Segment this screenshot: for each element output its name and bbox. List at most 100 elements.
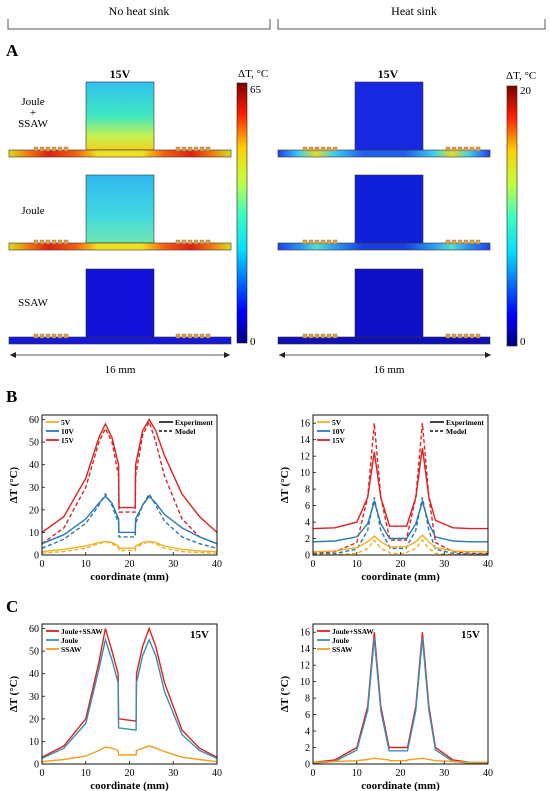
electrode-finger (475, 146, 481, 152)
x-tick-label: 0 (311, 559, 316, 570)
chart-annotation: 15V (461, 629, 480, 641)
sim-left-ssaw (8, 268, 232, 345)
chart-b-left: 0 10 20 30 40 0 10 20 30 40 50 60 coordinate (mm) ΔT … (8, 414, 222, 583)
series-line-5v-dashed (41, 540, 218, 554)
y-tick-label: 14 (300, 435, 310, 446)
scale-label-right: 16 mm (374, 364, 405, 376)
electrode-finger (326, 333, 332, 339)
series-line-10v-dashed (312, 497, 488, 555)
electrode-finger (457, 146, 463, 152)
colorbar-right (506, 85, 518, 347)
legend-label: SSAW (61, 645, 82, 654)
electrode-finger (45, 146, 51, 152)
x-axis-label: coordinate (mm) (361, 780, 440, 791)
electrode-finger (33, 333, 39, 339)
chart-c-left: 0 10 20 30 40 0 10 20 30 40 50 60 coordinate (mm) ΔT … (8, 623, 222, 791)
y-tick-label: 60 (29, 415, 39, 426)
electrode-finger (45, 239, 51, 245)
electrode-finger (445, 146, 451, 152)
series-line-15v-dashed (41, 419, 218, 545)
y-tick-label: 4 (305, 727, 310, 738)
legend-label: SSAW (332, 645, 353, 654)
y-tick-label: 50 (29, 438, 39, 449)
x-tick-label: 20 (125, 559, 135, 570)
legend-label: 10V (332, 427, 346, 436)
electrode-finger (457, 239, 463, 245)
electrode-finger (332, 146, 338, 152)
series-line-ssaw-solid (41, 745, 218, 763)
electrode-finger (175, 333, 181, 339)
series-line-10v-dashed (41, 492, 218, 549)
legend-label: 5V (332, 418, 342, 427)
legend-style-label: Experiment (175, 418, 213, 427)
electrode-finger (205, 146, 211, 152)
sim-left-joule-ssaw (8, 81, 232, 158)
electrode-finger (181, 146, 187, 152)
chart-annotation: 15V (190, 629, 209, 641)
y-tick-label: 10 (29, 737, 39, 748)
y-axis-label: ΔT (°C) (8, 675, 20, 712)
colorbar-right-unit: ΔT, °C (506, 70, 536, 82)
electrode-finger (314, 146, 320, 152)
electrode-finger (63, 333, 69, 339)
electrode-finger (308, 239, 314, 245)
electrode-finger (326, 146, 332, 152)
series-line-15v-dashed (312, 423, 488, 555)
bracket-left (7, 19, 271, 30)
electrode-finger (39, 333, 45, 339)
scale-bar-right (279, 352, 491, 358)
electrode-finger (445, 333, 451, 339)
y-tick-label: 0 (34, 760, 39, 771)
scale-label-left: 16 mm (105, 364, 136, 376)
electrode-finger (57, 146, 63, 152)
electrode-finger (451, 146, 457, 152)
legend-label: 15V (332, 436, 346, 445)
series-line-ssaw-solid (312, 757, 488, 764)
y-tick-label: 14 (300, 644, 310, 655)
y-tick-label: 40 (29, 460, 39, 471)
y-tick-label: 16 (300, 419, 310, 430)
electrode-finger (451, 239, 457, 245)
electrode-finger (469, 333, 475, 339)
legend-style-label: Model (175, 427, 195, 436)
x-tick-label: 10 (81, 559, 91, 570)
x-tick-label: 40 (483, 768, 493, 779)
electrode-finger (451, 333, 457, 339)
electrode-finger (187, 333, 193, 339)
x-tick-label: 40 (212, 768, 222, 779)
y-tick-label: 4 (305, 518, 310, 529)
y-tick-label: 30 (29, 483, 39, 494)
electrode-finger (314, 239, 320, 245)
series-line-joule-ssaw-solid (312, 632, 488, 764)
electrode-finger (475, 333, 481, 339)
row-label-ssaw: SSAW (18, 297, 48, 309)
series-line-10v-solid (312, 499, 488, 543)
x-tick-label: 10 (352, 768, 362, 779)
y-tick-label: 12 (300, 661, 310, 672)
x-tick-label: 40 (483, 559, 493, 570)
y-tick-label: 12 (300, 452, 310, 463)
y-tick-label: 2 (305, 743, 310, 754)
colorbar-right-max: 20 (520, 85, 532, 97)
header-heat-sink: Heat sink (391, 4, 437, 18)
electrode-finger (193, 146, 199, 152)
voltage-label-right: 15V (378, 67, 399, 81)
electrode-finger (314, 333, 320, 339)
sim-right-ssaw (277, 268, 491, 345)
x-tick-label: 30 (168, 768, 178, 779)
electrode-finger (463, 239, 469, 245)
electrode-finger (193, 333, 199, 339)
idt-electrodes (33, 146, 481, 339)
row-label-joule-ssaw-3: SSAW (18, 118, 48, 130)
electrode-finger (320, 146, 326, 152)
y-tick-label: 40 (29, 669, 39, 680)
x-axis-label: coordinate (mm) (90, 780, 169, 791)
y-axis-label: ΔT (°C) (8, 466, 20, 503)
y-tick-label: 20 (29, 505, 39, 516)
electrode-finger (51, 333, 57, 339)
electrode-finger (302, 239, 308, 245)
colorbar-left-unit: ΔT, °C (238, 68, 268, 80)
x-tick-label: 30 (168, 559, 178, 570)
electrode-finger (175, 146, 181, 152)
